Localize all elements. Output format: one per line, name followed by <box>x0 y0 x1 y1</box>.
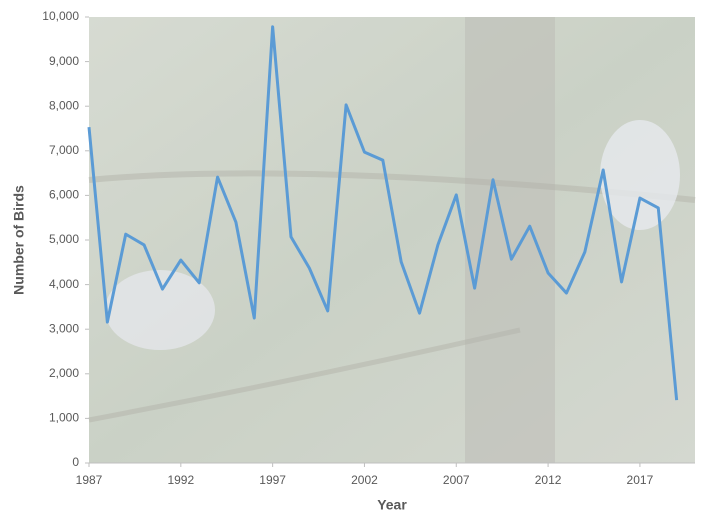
x-tick-label: 2002 <box>351 473 378 487</box>
y-tick-label: 6,000 <box>49 188 79 202</box>
y-tick-label: 8,000 <box>49 98 79 112</box>
y-tick-label: 9,000 <box>49 54 79 68</box>
y-tick-label: 1,000 <box>49 411 79 425</box>
x-tick-label: 2007 <box>443 473 470 487</box>
y-tick-label: 4,000 <box>49 277 79 291</box>
background-photo <box>89 17 695 463</box>
x-tick-label: 1997 <box>259 473 286 487</box>
y-tick-label: 5,000 <box>49 232 79 246</box>
y-axis-title: Number of Birds <box>11 185 27 295</box>
x-tick-label: 1987 <box>76 473 103 487</box>
y-tick-label: 3,000 <box>49 321 79 335</box>
chart: Year Number of Birds 0 1,000 2,000 3,000 4,0… <box>0 0 701 514</box>
x-axis-title: Year <box>377 497 407 513</box>
y-tick-label: 10,000 <box>42 9 79 23</box>
y-tick-label: 0 <box>72 455 79 469</box>
x-tick-label: 2017 <box>627 473 654 487</box>
y-tick-label: 7,000 <box>49 143 79 157</box>
x-tick-label: 1992 <box>167 473 194 487</box>
x-tick-label: 2012 <box>535 473 562 487</box>
y-tick-label: 2,000 <box>49 366 79 380</box>
